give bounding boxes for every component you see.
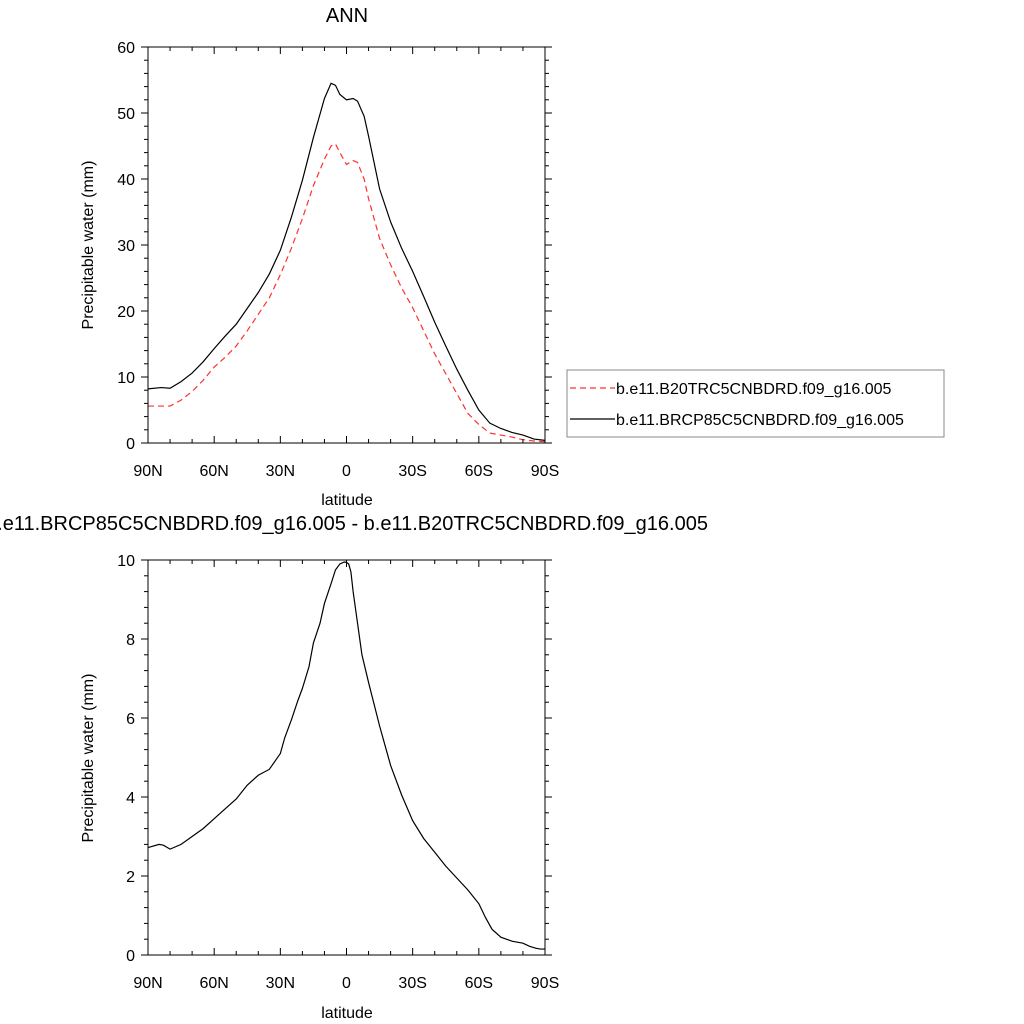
top-x-tick-label: 30N: [266, 463, 295, 480]
top-y-tick-label: 20: [117, 304, 135, 321]
bottom-series-line-0: [147, 561, 545, 950]
top-y-axis-label: Precipitable water (mm): [80, 161, 97, 330]
top-x-tick-label: 0: [342, 463, 351, 480]
top-x-tick-label: 60N: [199, 463, 228, 480]
bottom-y-tick-label: 6: [126, 711, 135, 728]
legend-label-rcp85: b.e11.BRCP85C5CNBDRD.f09_g16.005: [616, 412, 904, 429]
top-y-tick-label: 40: [117, 172, 135, 189]
bottom-x-tick-label: 60S: [465, 975, 493, 992]
top-x-axis-label: latitude: [321, 492, 373, 509]
legend-label-historical: b.e11.B20TRC5CNBDRD.f09_g16.005: [616, 381, 892, 398]
bottom-y-tick-label: 2: [126, 869, 135, 886]
top-series-line-0: [148, 143, 546, 443]
top-y-tick-label: 50: [117, 106, 135, 123]
top-plot-frame: [147, 46, 546, 444]
legend: b.e11.B20TRC5CNBDRD.f09_g16.005 b.e11.BR…: [566, 369, 945, 438]
top-y-tick-label: 60: [117, 40, 135, 57]
bottom-y-tick-label: 0: [126, 948, 135, 965]
bottom-x-tick-label: 90N: [133, 975, 162, 992]
top-chart-title: ANN: [326, 5, 368, 27]
top-y-tick-label: 30: [117, 238, 135, 255]
bottom-x-tick-label: 60N: [199, 975, 228, 992]
bottom-x-tick-label: 30S: [398, 975, 426, 992]
top-x-tick-label: 90S: [531, 463, 559, 480]
top-x-tick-label: 60S: [465, 463, 493, 480]
bottom-y-tick-label: 10: [117, 553, 135, 570]
chart-top-panel: ANN 90N 60N 30N 0 30S 60S 90S 0 10 20 30 40 50 60 lat…: [80, 5, 945, 509]
bottom-y-tick-label: 4: [126, 790, 135, 807]
top-y-tick-label: 0: [126, 436, 135, 453]
bottom-y-tick-label: 8: [126, 632, 135, 649]
legend-box: [566, 369, 945, 438]
bottom-x-tick-label: 0: [342, 975, 351, 992]
bottom-plot-frame: [147, 559, 546, 956]
top-y-tick-label: 10: [117, 370, 135, 387]
bottom-x-axis-label: latitude: [321, 1005, 373, 1022]
top-x-tick-label: 90N: [133, 463, 162, 480]
chart-bottom-panel: b.e11.BRCP85C5CNBDRD.f09_g16.005 - b.e11…: [0, 513, 708, 1022]
bottom-x-tick-label: 30N: [266, 975, 295, 992]
bottom-chart-title: b.e11.BRCP85C5CNBDRD.f09_g16.005 - b.e11…: [0, 513, 708, 535]
bottom-x-tick-label: 90S: [531, 975, 559, 992]
bottom-y-axis-label: Precipitable water (mm): [80, 674, 97, 843]
top-series-line-1: [147, 82, 546, 441]
top-x-tick-label: 30S: [398, 463, 426, 480]
